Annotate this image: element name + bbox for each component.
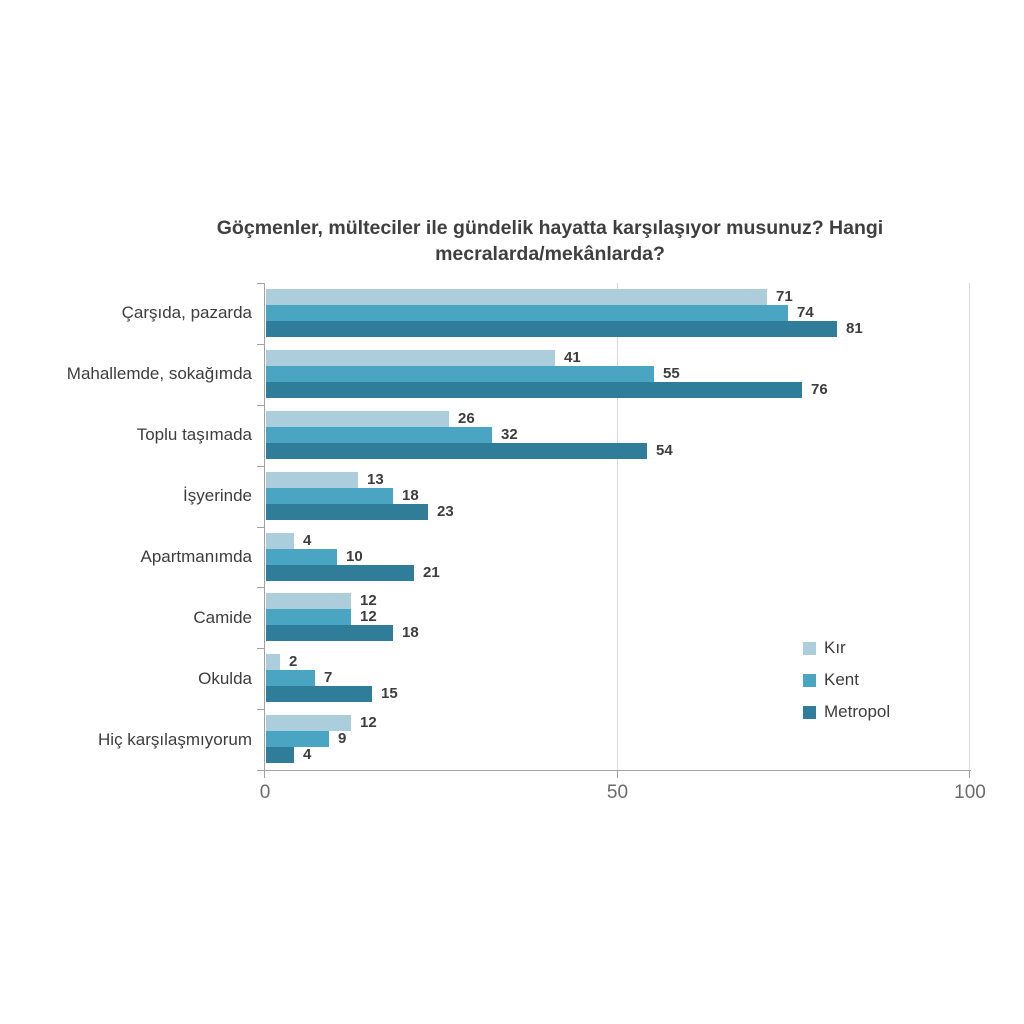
- bar-value-label: 10: [346, 548, 363, 565]
- bar-kır-6: [266, 593, 351, 609]
- bar-kır-2: [266, 350, 555, 366]
- bar-metropol-5: [266, 565, 414, 581]
- y-axis-tick: [257, 648, 264, 649]
- legend-item-kent: Kent: [803, 669, 890, 691]
- bar-kent-3: [266, 427, 492, 443]
- bar-kent-6: [266, 609, 351, 625]
- bar-value-label: 23: [437, 503, 454, 520]
- bar-value-label: 41: [564, 349, 581, 366]
- legend-label: Kent: [824, 670, 859, 689]
- bar-value-label: 12: [360, 608, 377, 625]
- y-axis-tick: [257, 770, 264, 771]
- legend-item-metropol: Metropol: [803, 701, 890, 723]
- y-axis-tick: [257, 283, 264, 284]
- bar-value-label: 76: [811, 381, 828, 398]
- y-axis-tick: [257, 466, 264, 467]
- bar-value-label: 12: [360, 714, 377, 731]
- bar-value-label: 4: [303, 532, 312, 549]
- chart-title: Göçmenler, mülteciler ile gündelik hayat…: [216, 217, 884, 266]
- category-label: Okulda: [198, 669, 252, 688]
- bar-value-label: 7: [324, 669, 333, 686]
- bar-metropol-1: [266, 321, 837, 337]
- bar-kır-1: [266, 289, 767, 305]
- x-axis-tick-label: 50: [606, 782, 629, 803]
- bar-metropol-6: [266, 625, 393, 641]
- x-axis-tick: [969, 770, 970, 778]
- bar-kır-7: [266, 654, 280, 670]
- bar-value-label: 54: [656, 442, 673, 459]
- bar-metropol-7: [266, 686, 372, 702]
- gridline-50: [616, 283, 618, 770]
- y-axis-tick: [257, 709, 264, 710]
- bar-kır-4: [266, 472, 358, 488]
- bar-kent-2: [266, 366, 654, 382]
- bar-kent-1: [266, 305, 788, 321]
- bar-value-label: 15: [381, 685, 398, 702]
- bar-value-label: 26: [458, 410, 475, 427]
- category-label: Mahallemde, sokağımda: [66, 364, 252, 383]
- bar-value-label: 81: [846, 320, 863, 337]
- bar-kent-8: [266, 731, 329, 747]
- bar-kır-8: [266, 715, 351, 731]
- legend: Kır Kent Metropol: [803, 637, 890, 733]
- bar-kır-3: [266, 411, 449, 427]
- category-label: Apartmanımda: [140, 547, 253, 566]
- y-axis-tick: [257, 344, 264, 345]
- bar-value-label: 55: [663, 365, 680, 382]
- y-axis-tick: [257, 587, 264, 588]
- bar-value-label: 18: [402, 487, 419, 504]
- category-label: Camide: [193, 608, 252, 627]
- legend-swatch-icon: [803, 641, 816, 655]
- bar-value-label: 71: [776, 288, 793, 305]
- category-label: Toplu taşımada: [136, 425, 252, 444]
- x-axis-tick-label: 0: [259, 782, 271, 803]
- bar-value-label: 18: [402, 624, 419, 641]
- bar-value-label: 21: [423, 564, 440, 581]
- y-axis-tick: [257, 527, 264, 528]
- x-axis-tick: [616, 770, 618, 778]
- bar-metropol-3: [266, 443, 647, 459]
- bar-value-label: 9: [338, 730, 347, 747]
- bar-metropol-4: [266, 504, 428, 520]
- y-axis-line: [264, 283, 265, 770]
- plot-area: 71 74 81 41 55 76 26 32 54 13 18 23 4 10 21 12 12 18 2 7 15 1…: [257, 283, 971, 778]
- category-label: Çarşıda, pazarda: [121, 303, 252, 322]
- bar-kent-7: [266, 670, 315, 686]
- category-axis-labels: Çarşıda, pazarda Mahallemde, sokağımda Top…: [0, 283, 252, 770]
- bar-value-label: 2: [289, 653, 298, 670]
- bar-metropol-2: [266, 382, 802, 398]
- gridline-100: [969, 283, 970, 770]
- legend-label: Kır: [824, 638, 846, 657]
- bar-value-label: 32: [501, 426, 518, 443]
- legend-swatch-icon: [803, 705, 816, 719]
- bar-value-label: 13: [367, 471, 384, 488]
- legend-label: Metropol: [824, 702, 891, 721]
- bar-kent-4: [266, 488, 393, 504]
- x-axis-tick-label: 100: [954, 782, 986, 803]
- x-axis-tick: [264, 770, 265, 778]
- y-axis-tick: [257, 405, 264, 406]
- category-label: Hiç karşılaşmıyorum: [98, 730, 252, 749]
- bar-value-label: 74: [797, 304, 814, 321]
- legend-swatch-icon: [803, 673, 816, 687]
- category-label: İşyerinde: [183, 486, 252, 505]
- bar-metropol-8: [266, 747, 294, 763]
- x-axis-line: [264, 770, 971, 771]
- bar-value-label: 12: [360, 592, 377, 609]
- bar-value-label: 4: [303, 746, 312, 763]
- bar-kent-5: [266, 549, 337, 565]
- bar-kır-5: [266, 533, 294, 549]
- legend-item-kır: Kır: [803, 637, 890, 659]
